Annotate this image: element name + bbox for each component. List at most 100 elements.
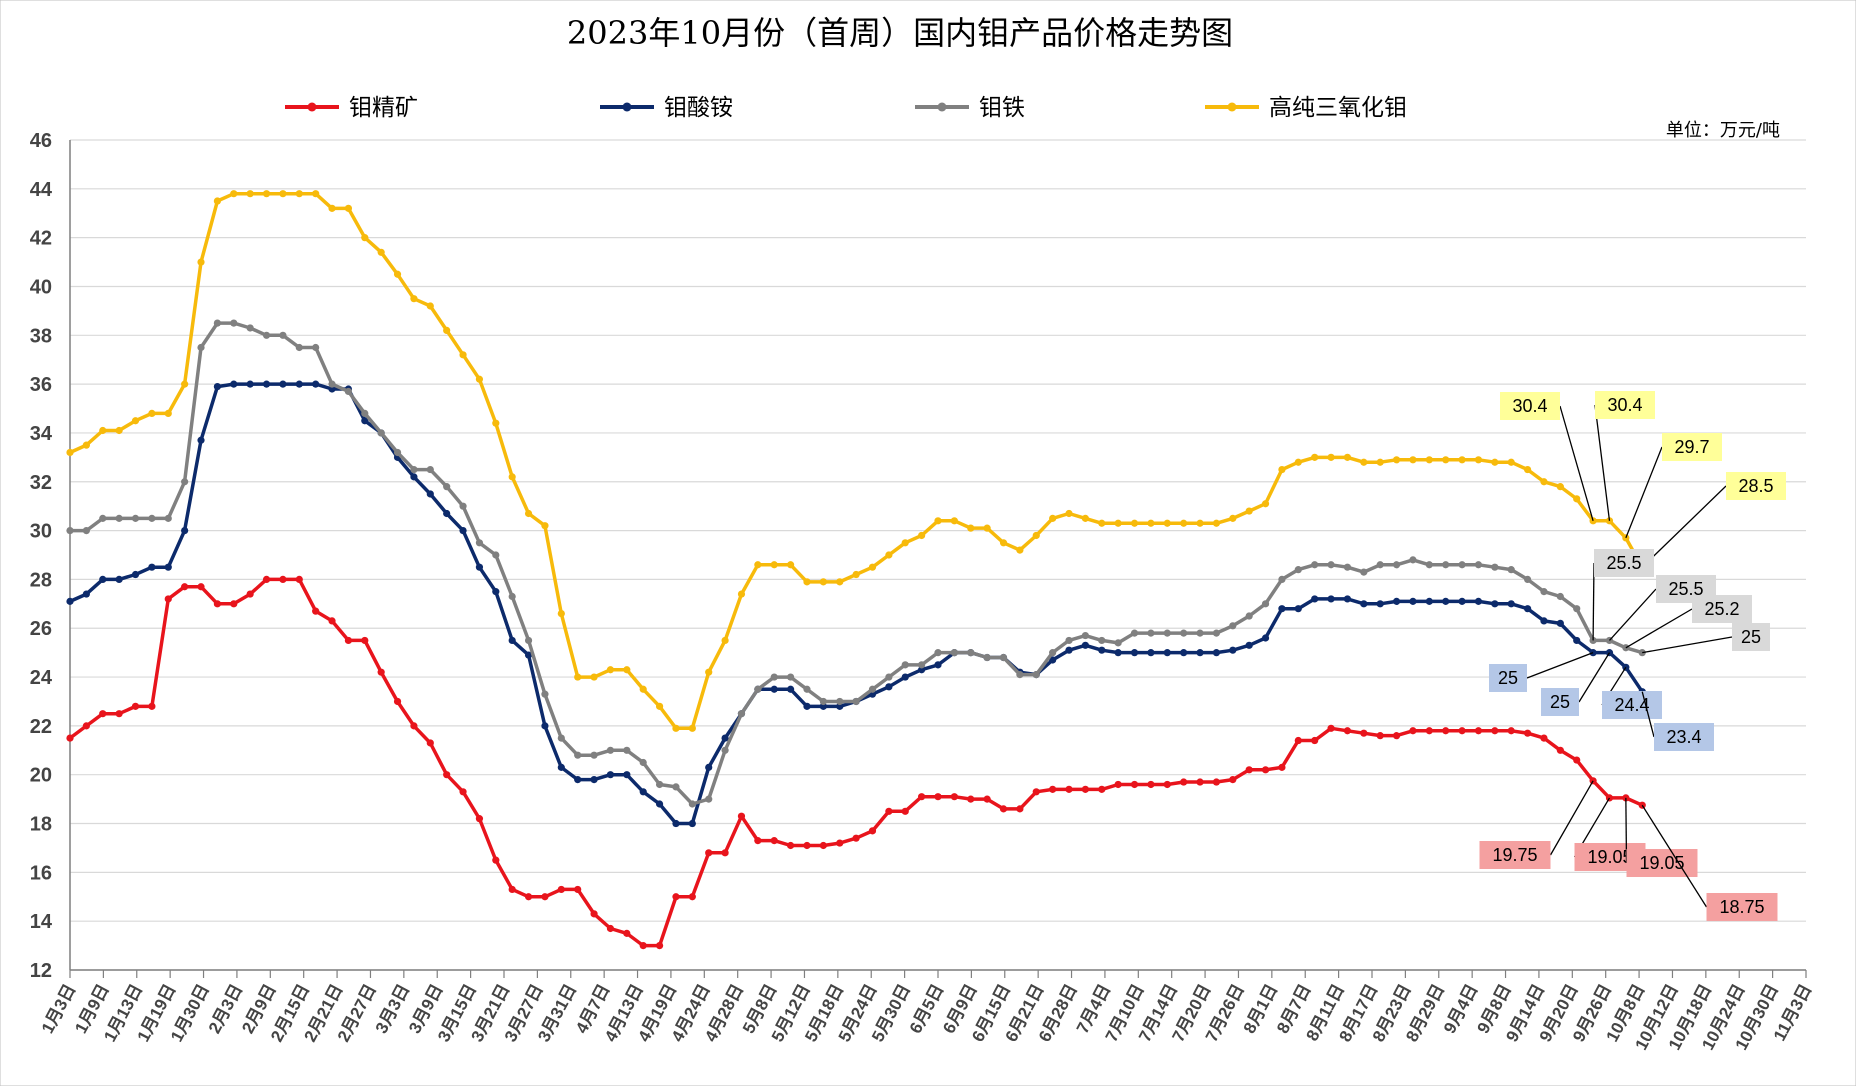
data-point — [983, 653, 991, 662]
data-point — [197, 436, 205, 444]
data-point — [606, 666, 615, 674]
y-tick-label: 14 — [30, 911, 53, 933]
data-point — [230, 319, 238, 327]
data-point — [475, 539, 484, 547]
data-point — [1261, 766, 1270, 774]
data-point — [1376, 458, 1384, 466]
data-point — [1049, 785, 1057, 793]
data-point — [787, 673, 795, 681]
data-point — [443, 771, 451, 779]
data-point — [787, 685, 795, 693]
chart-title: 2023年10月份（首周）国内钼产品价格走势图 — [567, 14, 1233, 52]
y-tick-label: 24 — [30, 667, 53, 689]
data-point — [1114, 519, 1122, 527]
callout-label: 25.5 — [1668, 579, 1703, 599]
data-point — [672, 893, 680, 901]
data-point — [999, 539, 1008, 547]
data-point — [721, 636, 729, 645]
legend-label-1: 钼酸铵 — [664, 95, 733, 121]
y-tick-label: 22 — [30, 716, 52, 738]
data-point — [213, 319, 221, 327]
data-point — [803, 702, 811, 710]
data-point — [803, 578, 811, 586]
data-point — [1229, 775, 1237, 784]
data-point — [344, 204, 353, 212]
callout-label: 19.05 — [1639, 853, 1684, 873]
y-tick-label: 36 — [30, 374, 52, 396]
data-point — [999, 653, 1008, 662]
data-point — [312, 343, 320, 352]
data-point — [950, 517, 958, 525]
series-2 — [66, 319, 1646, 808]
data-point — [443, 509, 451, 518]
callout-leader — [1641, 691, 1655, 738]
data-point — [262, 380, 271, 388]
data-point — [328, 204, 336, 212]
data-point — [262, 331, 271, 339]
data-point — [426, 465, 434, 474]
data-point — [901, 661, 909, 669]
data-point — [541, 893, 549, 901]
data-point — [606, 771, 615, 779]
callout-label: 25.2 — [1704, 599, 1739, 619]
data-point — [1573, 605, 1581, 613]
callout-leader — [1549, 780, 1594, 856]
data-point — [1491, 727, 1499, 735]
data-point — [1638, 649, 1646, 657]
data-point — [590, 910, 598, 918]
callout-label: 18.75 — [1719, 897, 1764, 917]
data-point — [1130, 780, 1139, 789]
data-point — [705, 795, 713, 803]
data-point — [1081, 514, 1089, 522]
callout-box — [1479, 841, 1551, 869]
legend-label-0: 钼精矿 — [349, 95, 418, 121]
data-point — [688, 800, 696, 808]
callout-label: 25 — [1498, 668, 1518, 688]
data-point — [803, 685, 811, 693]
data-point — [131, 417, 140, 425]
data-point — [1245, 612, 1253, 620]
y-tick-label: 18 — [30, 814, 52, 836]
data-point — [1392, 597, 1401, 605]
legend-label-3: 高纯三氧化钼 — [1269, 95, 1407, 121]
data-point — [639, 758, 647, 767]
data-point — [1245, 507, 1253, 515]
data-point — [475, 375, 484, 383]
data-point — [1180, 629, 1188, 637]
data-point — [1049, 649, 1057, 657]
data-point — [1474, 561, 1483, 569]
data-point — [999, 805, 1008, 813]
data-point — [737, 710, 746, 718]
data-point — [1343, 453, 1352, 461]
data-point — [1261, 600, 1270, 608]
callout-label: 19.75 — [1492, 845, 1537, 865]
data-point — [1081, 785, 1089, 793]
data-point — [1474, 597, 1483, 605]
data-point — [1458, 597, 1466, 605]
data-point — [1147, 519, 1155, 527]
data-point — [557, 885, 565, 894]
data-point — [705, 849, 713, 857]
data-point — [983, 795, 991, 803]
data-point — [1507, 458, 1515, 466]
callout-label: 24.4 — [1614, 695, 1649, 715]
data-point — [1327, 595, 1335, 603]
data-point — [557, 763, 565, 771]
callout-box — [1732, 623, 1770, 651]
y-tick-label: 38 — [30, 325, 52, 347]
data-point — [967, 795, 975, 803]
callout-box — [1489, 664, 1527, 692]
data-point — [1163, 649, 1171, 657]
data-point — [541, 722, 549, 730]
callout: 19.05 — [1573, 797, 1646, 871]
y-tick-label: 30 — [30, 521, 52, 543]
data-point — [66, 734, 74, 742]
legend: 钼精矿 钼酸铵 钼铁 高纯三氧化钼 — [285, 95, 1407, 121]
data-point — [361, 636, 369, 645]
callout-label: 23.4 — [1666, 727, 1701, 747]
data-point — [1098, 636, 1106, 645]
data-point — [492, 588, 500, 596]
callout-leader — [1559, 405, 1594, 522]
